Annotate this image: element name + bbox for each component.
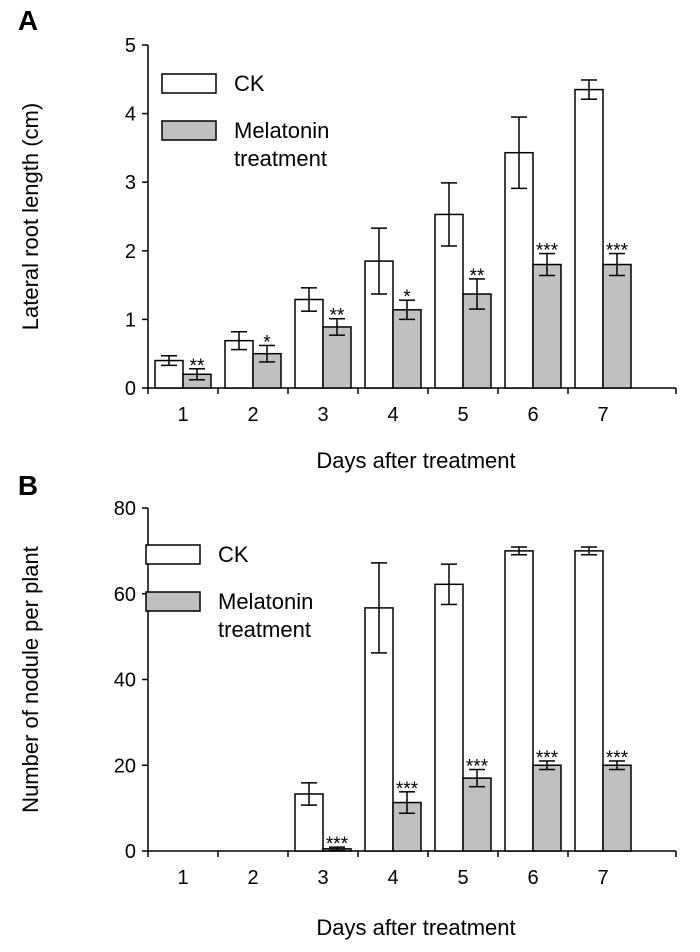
x-tick-label: 2 [247, 404, 258, 426]
legend-swatch [145, 544, 201, 565]
legend: CK Melatonin treatment [161, 71, 329, 171]
chart-panel-b: B 0 20 40 60 80 1 2 3 4 5 6 7 *** *** *** *** *** CK Melato… [18, 470, 677, 940]
significance-label: *** [396, 779, 419, 800]
x-tick-label: 4 [387, 404, 398, 426]
legend-label: treatment [234, 146, 327, 171]
significance-label: *** [606, 241, 629, 262]
significance-label: *** [466, 757, 489, 778]
panel-letter: B [18, 470, 38, 501]
legend-swatch [161, 120, 217, 141]
legend-label: Melatonin [218, 589, 313, 614]
x-tick-label: 3 [317, 404, 328, 426]
bar-melatonin [602, 764, 632, 852]
significance-label: *** [606, 748, 629, 769]
legend-label: CK [234, 71, 265, 96]
significance-label: *** [326, 834, 349, 855]
significance-label: ** [470, 266, 485, 287]
y-axis-title: Number of nodule per plant [18, 546, 43, 813]
y-tick-label: 0 [125, 841, 136, 863]
y-tick-label: 60 [114, 584, 136, 606]
x-tick-label: 3 [317, 867, 328, 889]
legend-swatch [161, 73, 217, 94]
significance-label: * [403, 287, 411, 308]
bar-melatonin [532, 263, 562, 389]
y-tick-label: 4 [125, 104, 136, 126]
x-tick-label: 1 [177, 867, 188, 889]
significance-label: * [263, 332, 271, 353]
x-axis-title: Days after treatment [316, 915, 515, 940]
y-tick-label: 5 [125, 35, 136, 57]
y-tick-label: 40 [114, 670, 136, 692]
x-tick-label: 5 [457, 404, 468, 426]
significance-label: *** [536, 241, 559, 262]
x-tick-label: 6 [527, 404, 538, 426]
bar-ck [434, 583, 464, 852]
legend-label: CK [218, 542, 249, 567]
y-axis-title: Lateral root length (cm) [18, 103, 43, 330]
x-tick-label: 2 [247, 867, 258, 889]
y-tick-label: 0 [125, 378, 136, 400]
x-tick-label: 1 [177, 404, 188, 426]
legend-label: treatment [218, 617, 311, 642]
significance-label: *** [536, 748, 559, 769]
legend: CK Melatonin treatment [145, 542, 313, 642]
x-tick-label: 7 [597, 867, 608, 889]
bar-ck [294, 298, 324, 389]
x-tick-label: 4 [387, 867, 398, 889]
y-tick-label: 20 [114, 755, 136, 777]
bar-melatonin [602, 263, 632, 389]
bar-melatonin [532, 764, 562, 852]
bar-melatonin [462, 777, 492, 852]
y-tick-label: 3 [125, 172, 136, 194]
bar-ck [504, 550, 534, 852]
panel-letter: A [18, 5, 38, 36]
bar-melatonin [322, 326, 352, 389]
bar-ck [574, 550, 604, 852]
legend-label: Melatonin [234, 118, 329, 143]
bar-melatonin [392, 309, 422, 389]
y-tick-label: 1 [125, 309, 136, 331]
x-tick-label: 5 [457, 867, 468, 889]
x-tick-label: 7 [597, 404, 608, 426]
bar-ck [154, 359, 184, 389]
x-tick-label: 6 [527, 867, 538, 889]
bar-melatonin [252, 352, 282, 389]
y-tick-label: 2 [125, 241, 136, 263]
significance-label: ** [190, 356, 205, 377]
bar-ck [574, 88, 604, 389]
legend-swatch [145, 591, 201, 612]
x-axis-title: Days after treatment [316, 448, 515, 473]
y-tick-label: 80 [114, 498, 136, 520]
significance-label: ** [330, 306, 345, 327]
